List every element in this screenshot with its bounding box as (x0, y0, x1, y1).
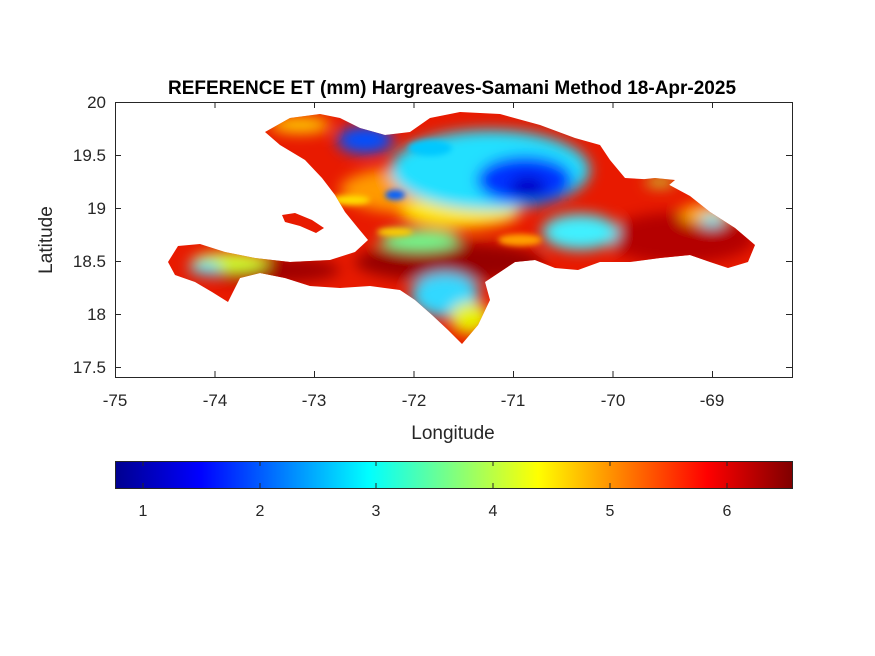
colorbar-tick-label: 2 (256, 503, 265, 520)
x-tick-label: -69 (700, 391, 725, 410)
colorbar-tick-label: 1 (139, 503, 148, 520)
colorbar-tick-label: 5 (606, 503, 615, 520)
zone-cyan-peninsula (189, 262, 221, 274)
y-tick-label: 19 (87, 199, 106, 218)
colorbar: 1 2 3 4 5 6 (115, 461, 793, 520)
zone-dark-red-south (355, 242, 545, 282)
y-tick-label: 18 (87, 305, 106, 324)
x-tick-label: -74 (203, 391, 228, 410)
y-tick-label: 19.5 (73, 146, 106, 165)
x-tick-label: -71 (501, 391, 526, 410)
zone-cyan-valley (542, 214, 618, 250)
colorbar-frame (115, 461, 793, 489)
y-tick-label: 18.5 (73, 252, 106, 271)
zone-dark-blue-core (510, 176, 546, 200)
axes-frame (115, 102, 793, 378)
colorbar-tick-label: 3 (372, 503, 381, 520)
zone-blue-streak (385, 190, 405, 200)
x-tick-label: -72 (402, 391, 427, 410)
zone-yellow-streak-1 (330, 195, 370, 205)
zone-orange-streak (498, 234, 542, 246)
colorbar-tick-label: 4 (489, 503, 498, 520)
y-ticks (115, 102, 792, 368)
x-tick-label: -75 (103, 391, 128, 410)
chart-title: REFERENCE ET (mm) Hargreaves-Samani Meth… (168, 78, 736, 99)
y-tick-label: 17.5 (73, 358, 106, 377)
zone-yellow-streak-2 (377, 228, 413, 236)
zone-cyan-streak (408, 140, 452, 156)
colorbar-gradient (115, 461, 792, 488)
y-tick-label: 20 (87, 93, 106, 112)
x-ticks (115, 102, 713, 377)
colorbar-tick-label: 6 (723, 503, 732, 520)
colorbar-ticks (142, 461, 728, 488)
x-tick-label: -70 (601, 391, 626, 410)
y-axis-label: Latitude (36, 206, 57, 274)
zone-yellow-islet (645, 178, 675, 186)
x-tick-label: -73 (302, 391, 327, 410)
zone-yellow-northcoast (270, 117, 330, 133)
x-axis-label: Longitude (411, 423, 494, 444)
plot-area: -75 -74 -73 -72 -71 -70 -69 17.5 18 18.5… (73, 93, 793, 410)
